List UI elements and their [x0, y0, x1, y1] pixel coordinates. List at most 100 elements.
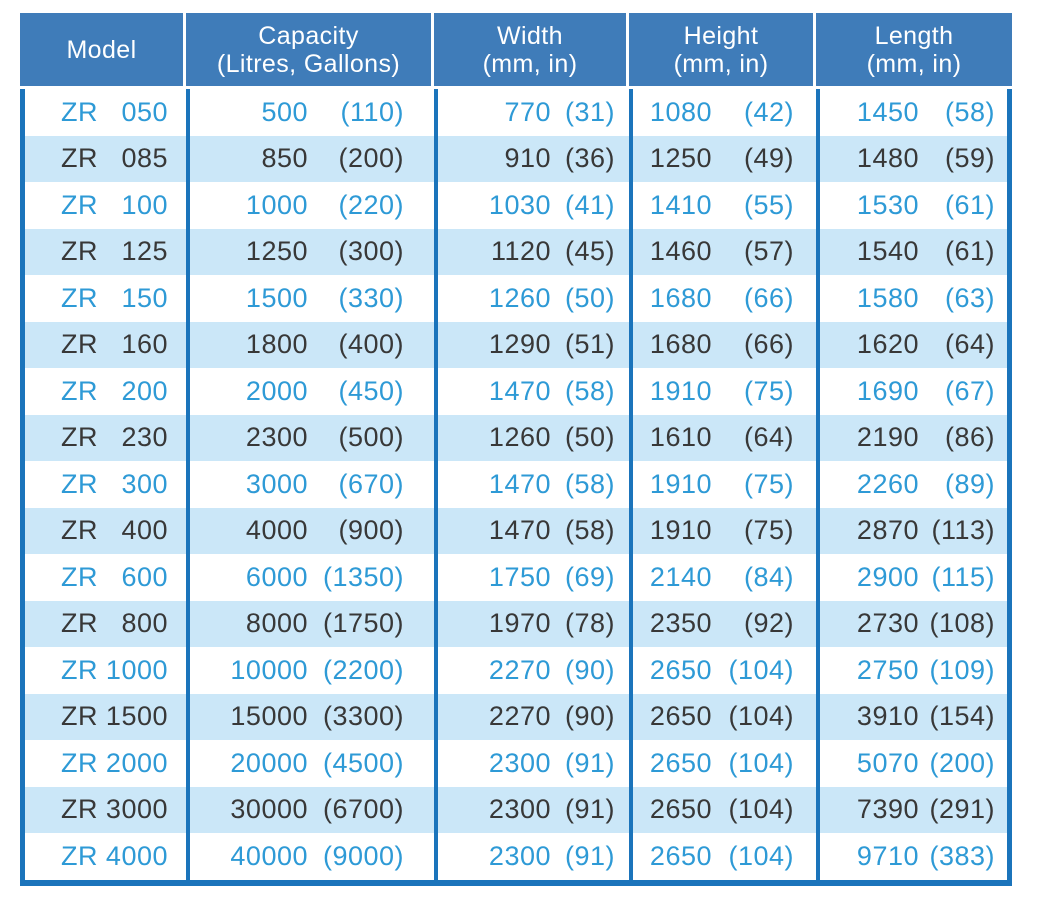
height-in: (104) [728, 747, 794, 778]
capacity-cell: 15000 (3300) [186, 693, 434, 740]
height-mm: 2140 [649, 561, 712, 592]
width-mm: 1750 [488, 561, 551, 592]
model-prefix: ZR [61, 840, 98, 871]
length-in: (200) [929, 747, 995, 778]
capacity-litres: 3000 [245, 468, 308, 499]
capacity-litres: 850 [261, 143, 308, 174]
capacity-litres: 4000 [245, 515, 308, 546]
column-header-length: Length (mm, in) [816, 13, 1012, 86]
capacity-cell: 10000 (2200) [186, 647, 434, 694]
height-mm: 1460 [649, 236, 712, 267]
capacity-cell: 6000 (1350) [186, 554, 434, 601]
length-in: (109) [929, 654, 995, 685]
width-in: (50) [564, 282, 615, 313]
column-header-sublabel: (Litres, Gallons) [216, 49, 401, 78]
width-cell: 2270 (90) [434, 647, 629, 694]
length-mm: 1450 [856, 96, 919, 127]
height-mm: 2650 [649, 747, 712, 778]
model-number: 300 [121, 468, 168, 499]
model-number: 1000 [105, 654, 168, 685]
column-header-label: Length [874, 21, 954, 50]
table-row: ZR 2000 20000 (4500) 2300 (91) 2650 (104… [25, 740, 1007, 787]
model-prefix: ZR [61, 701, 98, 732]
length-in: (383) [929, 840, 995, 871]
model-number: 200 [121, 375, 168, 406]
model-cell: ZR 300 [25, 461, 186, 508]
length-cell: 2750 (109) [816, 647, 1007, 694]
width-mm: 770 [504, 96, 551, 127]
capacity-gallons: (4500) [322, 747, 404, 778]
width-mm: 910 [504, 143, 551, 174]
model-prefix: ZR [61, 794, 98, 825]
model-prefix: ZR [61, 236, 98, 267]
length-in: (115) [931, 561, 995, 592]
column-header-model: Model [20, 13, 186, 86]
width-in: (51) [564, 329, 615, 360]
table-row: ZR 085 850 (200) 910 (36) 1250 (49) 1480… [25, 135, 1007, 182]
length-cell: 2730 (108) [816, 600, 1007, 647]
capacity-litres: 1250 [245, 236, 308, 267]
length-cell: 1450 (58) [816, 89, 1007, 136]
column-header-sublabel: (mm, in) [482, 49, 578, 78]
width-in: (91) [564, 747, 615, 778]
model-number: 125 [121, 236, 168, 267]
model-prefix: ZR [61, 515, 98, 546]
column-header-label: Width [497, 21, 563, 50]
model-prefix: ZR [61, 422, 98, 453]
width-mm: 2300 [488, 840, 551, 871]
height-in: (66) [743, 329, 794, 360]
model-cell: ZR 125 [25, 229, 186, 276]
table-row: ZR 125 1250 (300) 1120 (45) 1460 (57) 15… [25, 228, 1007, 276]
width-cell: 2300 (91) [434, 740, 629, 787]
capacity-gallons: (400) [338, 329, 404, 360]
height-cell: 2650 (104) [629, 786, 816, 833]
capacity-gallons: (1350) [322, 561, 404, 592]
model-cell: ZR 230 [25, 415, 186, 462]
height-mm: 1680 [649, 329, 712, 360]
capacity-cell: 1800 (400) [186, 321, 434, 368]
capacity-gallons: (220) [338, 189, 404, 220]
length-mm: 9710 [856, 840, 919, 871]
width-cell: 2270 (90) [434, 693, 629, 740]
page: Model Capacity (Litres, Gallons) Width (… [20, 13, 1012, 886]
length-cell: 2900 (115) [816, 554, 1007, 601]
spec-table: Model Capacity (Litres, Gallons) Width (… [20, 13, 1012, 886]
width-mm: 1970 [488, 608, 551, 639]
length-in: (61) [944, 236, 995, 267]
column-header-capacity: Capacity (Litres, Gallons) [186, 13, 434, 86]
table-row: ZR 600 6000 (1350) 1750 (69) 2140 (84) 2… [25, 554, 1007, 601]
model-cell: ZR 200 [25, 368, 186, 415]
height-in: (84) [743, 561, 794, 592]
length-mm: 1480 [856, 143, 919, 174]
capacity-gallons: (3300) [322, 701, 404, 732]
length-in: (64) [944, 329, 995, 360]
table-row: ZR 400 4000 (900) 1470 (58) 1910 (75) 28… [25, 507, 1007, 554]
capacity-gallons: (330) [338, 282, 404, 313]
capacity-cell: 850 (200) [186, 135, 434, 182]
width-cell: 2300 (91) [434, 833, 629, 880]
length-mm: 1540 [856, 236, 919, 267]
table-row: ZR 160 1800 (400) 1290 (51) 1680 (66) 16… [25, 321, 1007, 368]
length-in: (291) [929, 794, 995, 825]
width-in: (91) [564, 794, 615, 825]
width-mm: 2270 [488, 701, 551, 732]
capacity-litres: 1800 [245, 329, 308, 360]
length-cell: 1540 (61) [816, 228, 1007, 275]
capacity-cell: 1500 (330) [186, 275, 434, 322]
model-prefix: ZR [61, 747, 98, 778]
model-number: 3000 [105, 794, 168, 825]
table-row: ZR 3000 30000 (6700) 2300 (91) 2650 (104… [25, 786, 1007, 833]
model-prefix: ZR [61, 561, 98, 592]
model-cell: ZR 1000 [25, 647, 186, 694]
table-row: ZR 300 3000 (670) 1470 (58) 1910 (75) 22… [25, 461, 1007, 508]
model-prefix: ZR [61, 143, 98, 174]
table-row: ZR 800 8000 (1750) 1970 (78) 2350 (92) 2… [25, 600, 1007, 647]
height-in: (64) [743, 422, 794, 453]
height-cell: 2650 (104) [629, 740, 816, 787]
width-cell: 1260 (50) [434, 414, 629, 461]
length-cell: 2870 (113) [816, 507, 1007, 554]
model-prefix: ZR [61, 329, 98, 360]
height-cell: 1910 (75) [629, 461, 816, 508]
length-mm: 2750 [856, 654, 919, 685]
length-in: (67) [944, 375, 995, 406]
